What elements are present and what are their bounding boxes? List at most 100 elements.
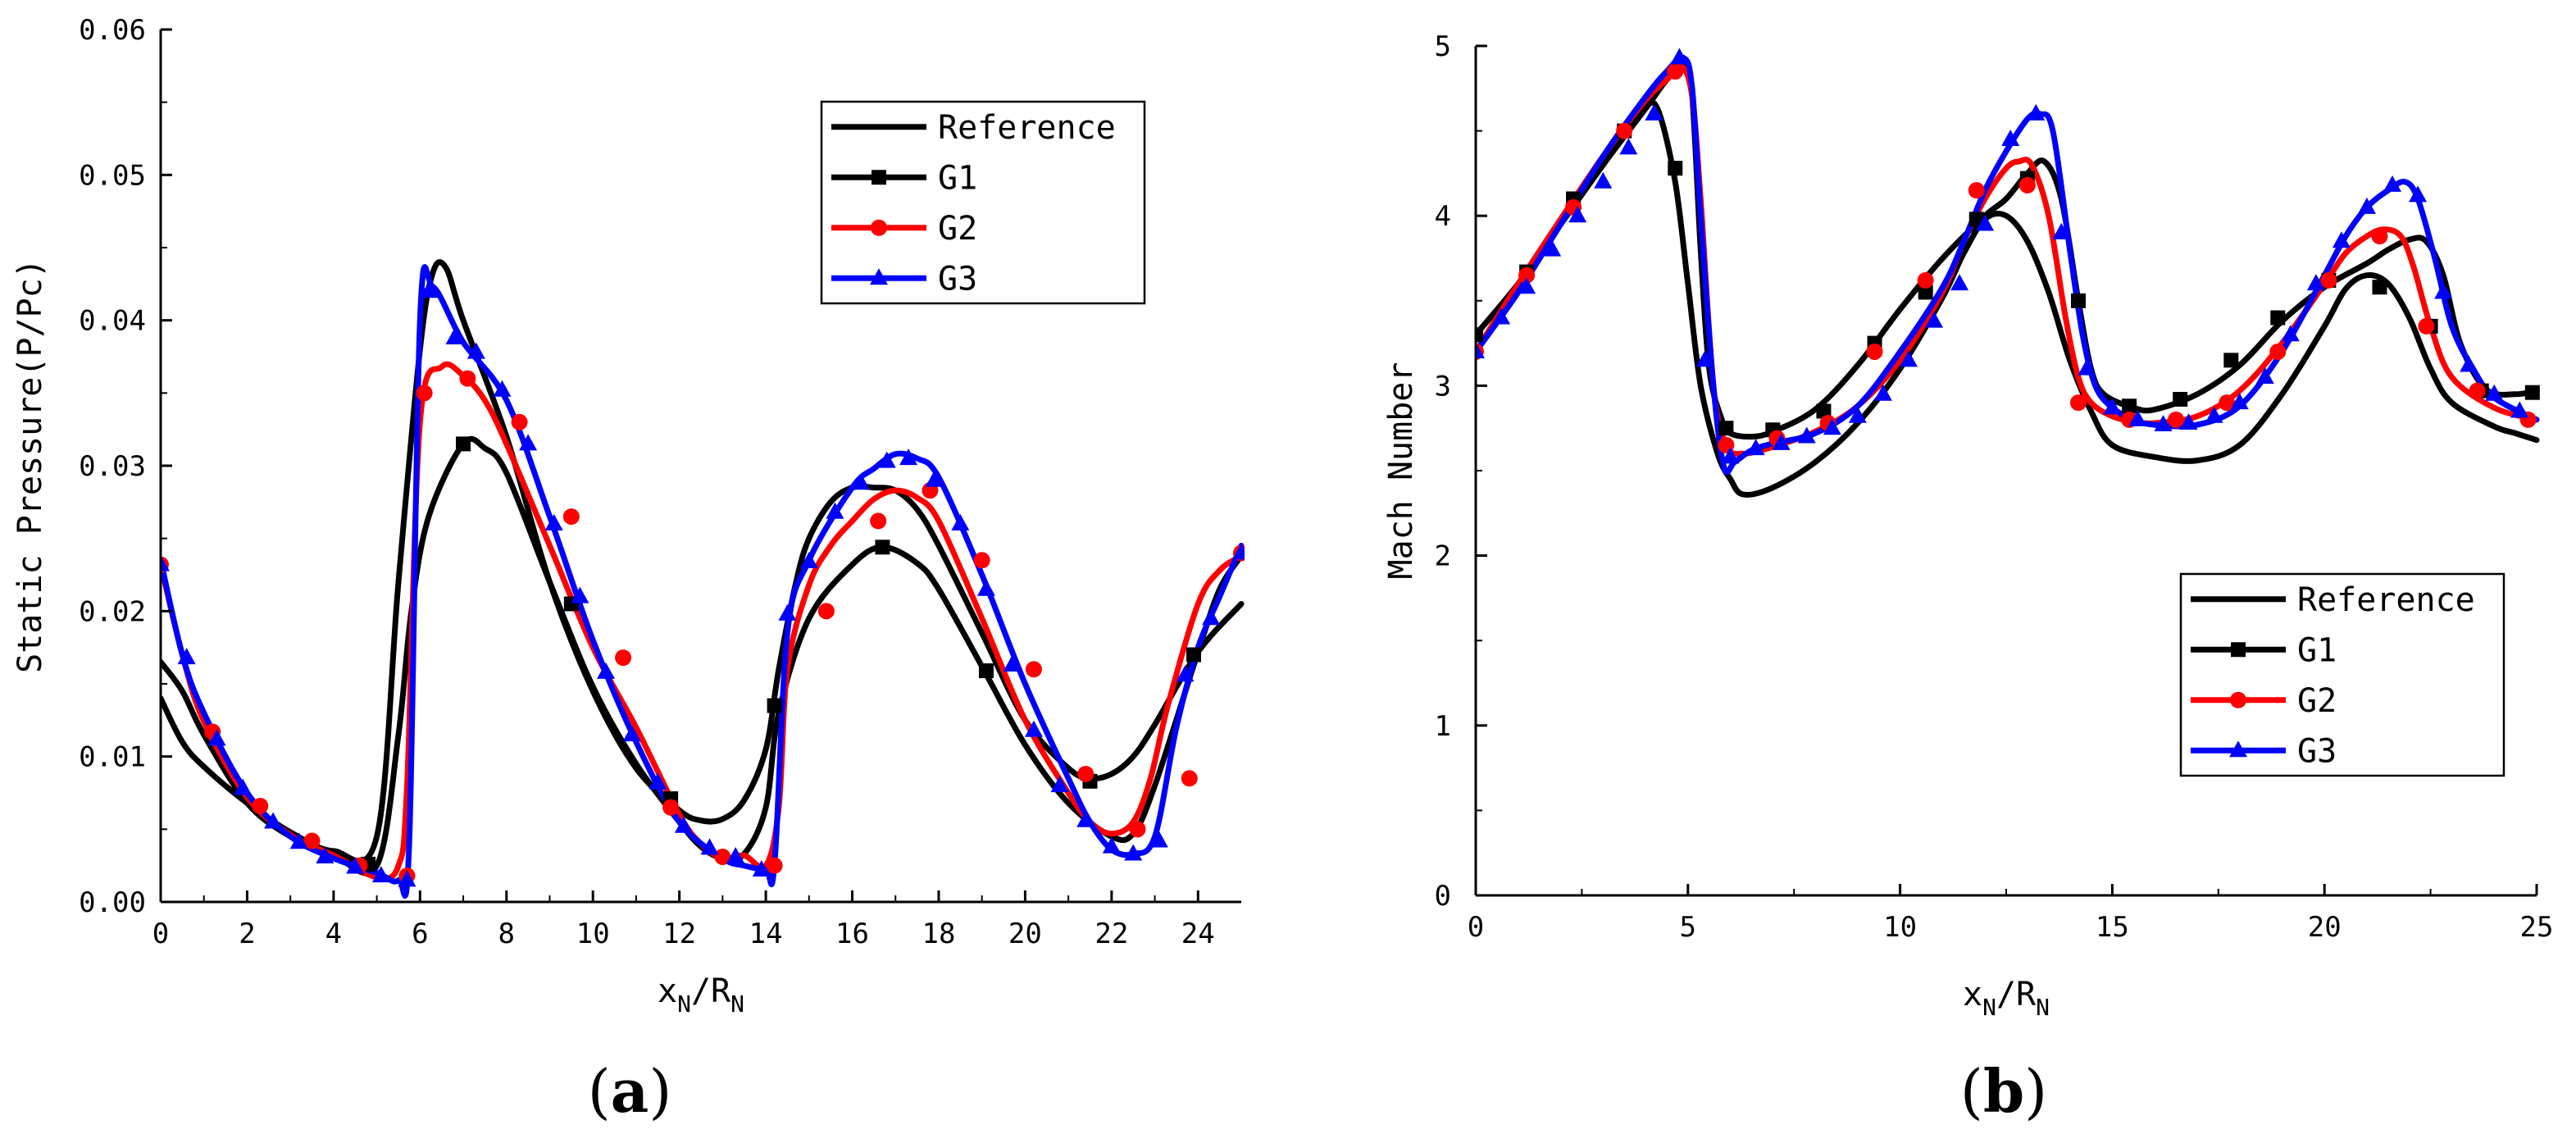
marker-g3-33: [1003, 654, 1022, 672]
legend-label-g1: G1: [938, 159, 977, 197]
x-label-sub2: N: [730, 990, 744, 1018]
marker-g2-4: [1667, 63, 1684, 80]
marker-g1-9: [1918, 285, 1933, 300]
marker-g3-14: [519, 434, 538, 451]
legend: Reference G1 G2 G3: [820, 100, 1146, 305]
marker-g3-39: [1149, 831, 1168, 848]
marker-g3-33: [2306, 274, 2325, 291]
marker-g3-42: [1232, 543, 1245, 560]
x-label-sub: N: [677, 990, 691, 1018]
x-tick-label: 25: [2520, 911, 2554, 944]
marker-g2-12: [714, 849, 731, 866]
panel-letter: a: [611, 1056, 649, 1126]
marker-g3-39: [2460, 355, 2478, 372]
legend-label-reference: Reference: [938, 109, 1116, 147]
marker-g3-20: [674, 816, 693, 833]
marker-g3-25: [799, 552, 818, 569]
marker-g3-32: [976, 579, 995, 596]
marker-g2-16: [2269, 343, 2287, 360]
legend-box: [2179, 572, 2505, 777]
marker-g3-2: [207, 729, 226, 746]
marker-g1-18: [2372, 280, 2387, 295]
y-axis-label: Mach Number: [1382, 362, 1420, 580]
x-tick-label: 22: [1095, 918, 1128, 950]
marker-g3-23: [752, 859, 771, 877]
marker-g3-38: [2434, 282, 2453, 299]
y-tick-label: 5: [1435, 30, 1451, 63]
x-tick-label: 5: [1680, 911, 1696, 944]
y-tick-label: 0.00: [79, 886, 146, 919]
x-axis-label: xN/RN: [658, 972, 744, 1018]
marker-g1-5: [1718, 421, 1734, 436]
x-tick-label: 24: [1181, 918, 1215, 950]
marker-g3-10: [419, 281, 438, 298]
marker-g2-11: [662, 799, 680, 816]
legend-label-g3: G3: [938, 260, 977, 298]
marker-g3-24: [778, 603, 797, 621]
x-label-main: x: [658, 972, 677, 1010]
marker-g3-23: [2052, 222, 2071, 239]
x-tick-label: 14: [749, 918, 783, 950]
marker-g3-20: [1976, 214, 1995, 231]
legend-marker-g2: [2230, 691, 2246, 708]
marker-g3-7: [1645, 103, 1663, 121]
marker-g1-21: [2524, 385, 2540, 400]
x-tick-label: 0: [152, 918, 169, 950]
x-tick-label: 18: [922, 918, 955, 950]
marker-g3-29: [899, 449, 918, 466]
plot-area: [1476, 48, 2540, 498]
marker-g2-18: [1025, 661, 1042, 678]
marker-g3-31: [951, 513, 970, 531]
marker-g3-8: [1670, 48, 1689, 65]
marker-g2-14: [817, 603, 835, 620]
marker-g3-4: [264, 812, 283, 829]
marker-g3-21: [2001, 129, 2020, 146]
series-line-g3: [1476, 54, 2540, 476]
marker-g3-1: [177, 648, 196, 665]
marker-g2-12: [2069, 394, 2087, 412]
marker-g3-28: [2179, 412, 2198, 430]
y-tick-label: 4: [1435, 200, 1451, 233]
marker-g1-4: [767, 698, 782, 713]
x-tick-label: 0: [1468, 911, 1484, 944]
legend-label-g2: G2: [938, 210, 977, 248]
marker-g3-29: [2205, 406, 2223, 423]
marker-g1-7: [1816, 403, 1832, 419]
marker-g2-20: [1129, 821, 1146, 838]
marker-g2-10: [615, 649, 632, 667]
x-label-slash: /R: [1996, 976, 2037, 1013]
marker-g3-32: [2281, 325, 2300, 342]
marker-g3-31: [2255, 367, 2274, 385]
legend-box: [820, 100, 1146, 305]
marker-g1-1: [456, 436, 471, 452]
legend-marker-g3: [870, 268, 888, 285]
marker-g3-15: [544, 513, 563, 531]
marker-g2-13: [766, 857, 783, 874]
legend-marker-g1: [872, 170, 886, 185]
marker-g3-40: [1176, 665, 1195, 682]
marker-g2-6: [416, 385, 433, 402]
y-tick-label: 0.02: [79, 595, 146, 628]
x-label-slash: /R: [691, 972, 731, 1010]
marker-g3-30: [925, 470, 944, 487]
x-tick-label: 12: [662, 918, 696, 950]
marker-g3-24: [2078, 358, 2096, 376]
marker-g1-12: [2070, 293, 2086, 308]
marker-g2-2: [252, 797, 269, 814]
marker-g2-10: [1968, 182, 1985, 199]
marker-g3-1: [1492, 307, 1511, 325]
legend-marker-g3: [2229, 740, 2247, 758]
marker-g3-5: [1594, 171, 1613, 189]
panel-letter: b: [1983, 1056, 2024, 1126]
marker-g2-18: [2371, 228, 2388, 245]
marker-g2-8: [511, 413, 528, 430]
marker-g3-13: [1797, 426, 1816, 444]
marker-g3-34: [2332, 231, 2351, 248]
marker-g3-9: [398, 870, 416, 887]
legend: Reference G1 G2 G3: [2179, 572, 2505, 777]
x-label-main: x: [1963, 976, 1982, 1013]
marker-g3-22: [2027, 103, 2046, 121]
marker-g3-6: [316, 847, 335, 864]
